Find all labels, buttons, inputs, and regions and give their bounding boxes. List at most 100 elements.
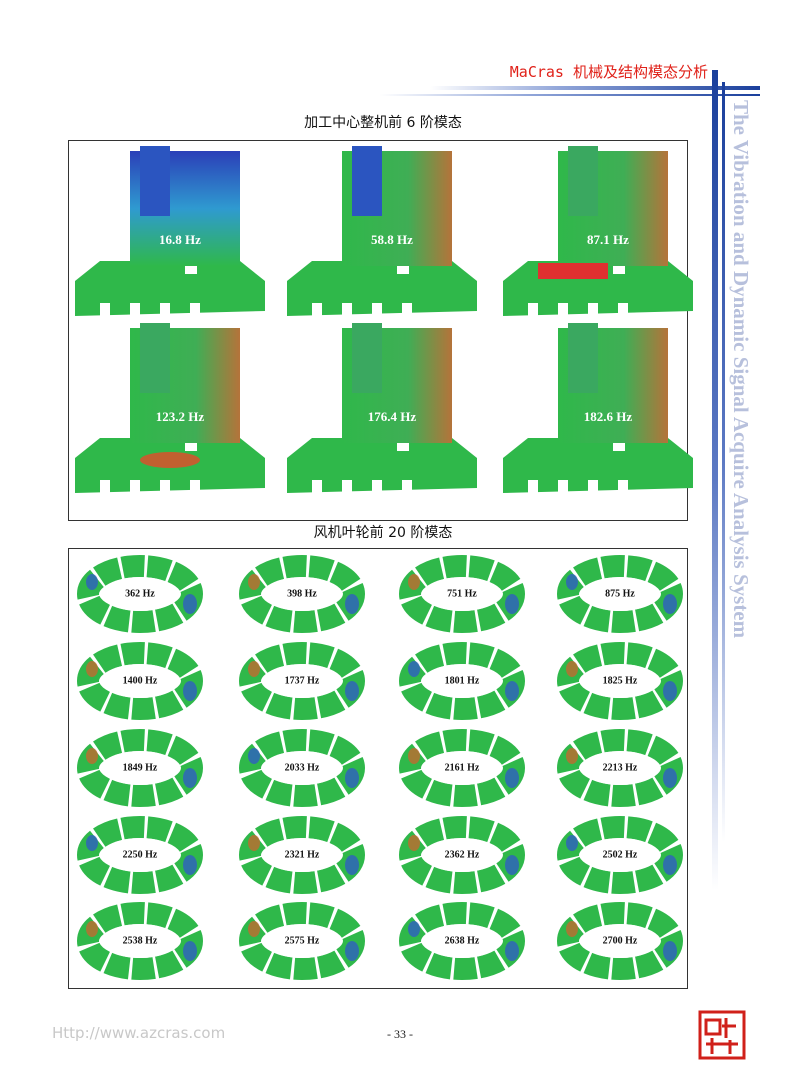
machine-head bbox=[140, 146, 170, 216]
mode-label: 2362 Hz bbox=[445, 849, 480, 860]
impeller-ring bbox=[77, 729, 203, 807]
machine-figure: 176.4 Hz bbox=[287, 323, 477, 494]
machine-slot bbox=[397, 266, 409, 274]
impeller-figure: 2575 Hz bbox=[239, 902, 365, 980]
impeller-spot bbox=[566, 835, 578, 851]
impeller-figure: 2161 Hz bbox=[399, 729, 525, 807]
impeller-ring bbox=[399, 555, 525, 633]
impeller-hub bbox=[264, 751, 340, 785]
impeller-ring bbox=[77, 816, 203, 894]
impeller-spot bbox=[505, 855, 519, 875]
machine-head bbox=[568, 323, 598, 393]
mode-label: 751 Hz bbox=[447, 588, 477, 599]
machine-figure: 182.6 Hz bbox=[503, 323, 693, 494]
impeller-hub bbox=[424, 838, 500, 872]
impeller-figure: 2362 Hz bbox=[399, 816, 525, 894]
mode-label: 182.6 Hz bbox=[584, 409, 633, 424]
impeller-figure: 1825 Hz bbox=[557, 642, 683, 720]
machine-slot bbox=[613, 443, 625, 451]
impeller-spot bbox=[663, 855, 677, 875]
impeller-hub bbox=[264, 577, 340, 611]
machine-slot bbox=[618, 480, 628, 494]
impeller-ring bbox=[399, 729, 525, 807]
impeller-spot bbox=[408, 748, 420, 764]
table-hot bbox=[538, 263, 608, 279]
machine-slot bbox=[312, 303, 322, 317]
impeller-ring bbox=[399, 902, 525, 980]
mode-label: 87.1 Hz bbox=[587, 232, 629, 247]
header-title: MaCras 机械及结构模态分析 bbox=[510, 63, 708, 81]
mode-label: 1825 Hz bbox=[603, 675, 638, 686]
impeller-spot bbox=[345, 855, 359, 875]
impeller-figure: 1801 Hz bbox=[399, 642, 525, 720]
machine-slot bbox=[160, 303, 170, 317]
mode-label: 1400 Hz bbox=[123, 675, 158, 686]
machine-slot bbox=[130, 480, 140, 494]
impeller-spot bbox=[345, 594, 359, 614]
impeller-figure: 751 Hz bbox=[399, 555, 525, 633]
machine-figure: 123.2 Hz bbox=[75, 323, 265, 494]
footer-url: Http://www.azcras.com bbox=[52, 1024, 225, 1042]
impeller-spot bbox=[505, 941, 519, 961]
mode-label: 875 Hz bbox=[605, 588, 635, 599]
machine-slot bbox=[372, 480, 382, 494]
machine-slot bbox=[402, 480, 412, 494]
impeller-ring bbox=[239, 729, 365, 807]
impeller-ring bbox=[557, 729, 683, 807]
mode-label: 2161 Hz bbox=[445, 762, 480, 773]
machine-slot bbox=[100, 480, 110, 494]
impeller-spot bbox=[248, 921, 260, 937]
machine-slot bbox=[558, 303, 568, 317]
impeller-figure: 1849 Hz bbox=[77, 729, 203, 807]
impeller-spot bbox=[505, 768, 519, 788]
impeller-ring bbox=[399, 816, 525, 894]
impeller-figure: 1400 Hz bbox=[77, 642, 203, 720]
impeller-hub bbox=[582, 577, 658, 611]
machine-head bbox=[352, 146, 382, 216]
header-line bbox=[430, 86, 760, 90]
impeller-hub bbox=[424, 751, 500, 785]
impeller-ring bbox=[239, 816, 365, 894]
machine-figure: 16.8 Hz bbox=[75, 146, 265, 317]
machine-head bbox=[352, 323, 382, 393]
mode-label: 2502 Hz bbox=[603, 849, 638, 860]
machine-slot bbox=[528, 303, 538, 317]
impeller-figure: 2700 Hz bbox=[557, 902, 683, 980]
machine-slot bbox=[372, 303, 382, 317]
mode-label: 123.2 Hz bbox=[156, 409, 205, 424]
mode-label: 398 Hz bbox=[287, 588, 317, 599]
mode-label: 2033 Hz bbox=[285, 762, 320, 773]
machine-slot bbox=[588, 480, 598, 494]
section-title: 风机叶轮前 20 阶模态 bbox=[314, 524, 453, 541]
impeller-figure: 875 Hz bbox=[557, 555, 683, 633]
machine-slot bbox=[558, 480, 568, 494]
impeller-spot bbox=[566, 921, 578, 937]
impeller-spot bbox=[86, 835, 98, 851]
impeller-ring bbox=[557, 642, 683, 720]
machine-slot bbox=[618, 303, 628, 317]
impeller-hub bbox=[582, 751, 658, 785]
impeller-spot bbox=[408, 835, 420, 851]
machine-slot bbox=[190, 480, 200, 494]
mode-label: 2638 Hz bbox=[445, 935, 480, 946]
impeller-ring bbox=[77, 555, 203, 633]
impeller-spot bbox=[663, 681, 677, 701]
impeller-figure: 362 Hz bbox=[77, 555, 203, 633]
impeller-figure: 2033 Hz bbox=[239, 729, 365, 807]
impeller-spot bbox=[408, 661, 420, 677]
machine-slot bbox=[130, 303, 140, 317]
mode-label: 2700 Hz bbox=[603, 935, 638, 946]
impeller-hub bbox=[102, 664, 178, 698]
impeller-spot bbox=[86, 921, 98, 937]
machine-slot bbox=[402, 303, 412, 317]
header-line bbox=[380, 94, 760, 96]
impeller-figure: 2538 Hz bbox=[77, 902, 203, 980]
impeller-spot bbox=[86, 661, 98, 677]
impeller-hub bbox=[102, 924, 178, 958]
machine-base bbox=[287, 261, 477, 316]
impeller-ring bbox=[77, 642, 203, 720]
impeller-hub bbox=[264, 838, 340, 872]
impeller-spot bbox=[663, 941, 677, 961]
mode-label: 58.8 Hz bbox=[371, 232, 413, 247]
